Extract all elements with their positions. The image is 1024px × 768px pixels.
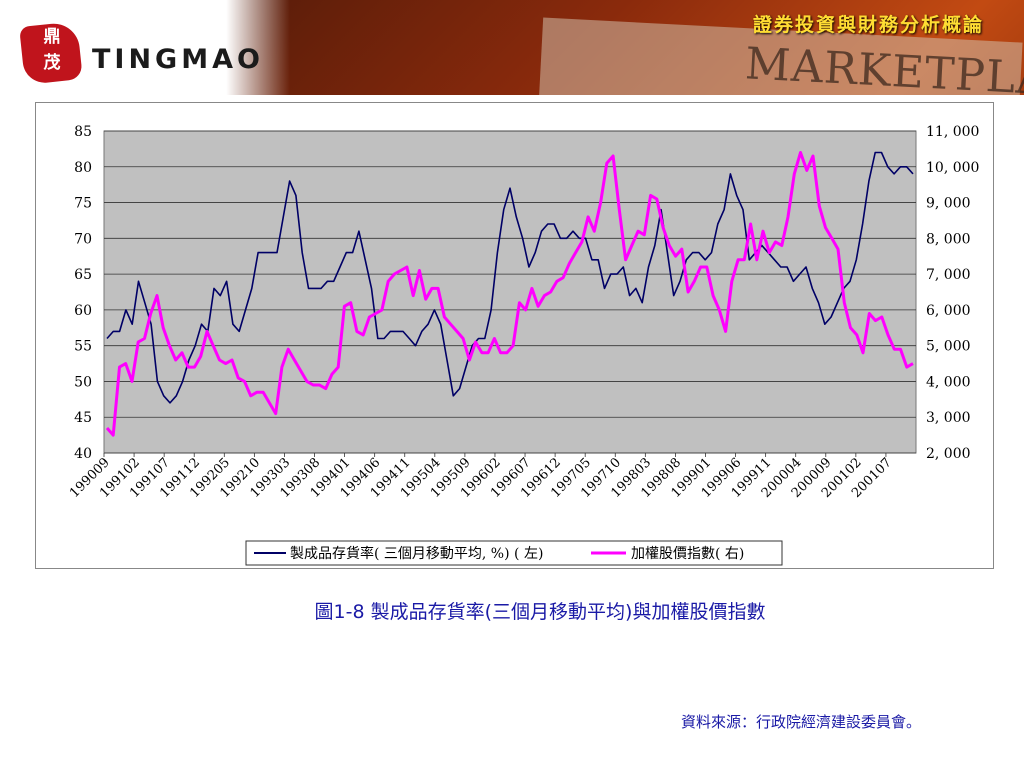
legend-label-2: 加權股價指數( 右) [631, 545, 744, 562]
left-tick-label: 60 [74, 303, 92, 319]
series-line-2 [105, 151, 914, 437]
left-tick-label: 45 [74, 410, 92, 426]
left-tick-label: 40 [74, 446, 92, 462]
series-layer [105, 151, 914, 437]
legend-label-1: 製成品存貨率( 三個月移動平均, %) ( 左) [290, 545, 543, 562]
left-tick-label: 80 [74, 160, 92, 176]
x-axis: 1990091991021991071991121992051992101993… [67, 453, 895, 501]
left-tick-label: 55 [74, 339, 92, 355]
left-tick-label: 70 [74, 231, 92, 247]
gridlines [104, 130, 916, 454]
left-tick-label: 85 [74, 124, 92, 140]
left-tick-label: 75 [74, 196, 92, 212]
right-tick-label: 9, 000 [926, 196, 971, 212]
left-axis: 85 80 75 70 65 60 55 50 45 40 [74, 124, 92, 462]
series-line-1 [106, 151, 914, 404]
right-tick-label: 11, 000 [926, 124, 979, 140]
plot-area [103, 130, 917, 454]
left-tick-label: 65 [74, 267, 92, 283]
figure-caption: 圖1-8 製成品存貨率(三個月移動平均)與加權股價指數 [314, 601, 766, 623]
right-tick-label: 6, 000 [926, 303, 971, 319]
right-tick-label: 3, 000 [926, 410, 971, 426]
line-chart: 85 80 75 70 65 60 55 50 45 40 11, 000 10, 000 9, 00… [67, 124, 979, 566]
right-tick-label: 4, 000 [926, 374, 971, 390]
source-note: 資料來源：行政院經濟建設委員會。 [680, 713, 921, 731]
legend: 製成品存貨率( 三個月移動平均, %) ( 左) 加權股價指數( 右) [245, 540, 783, 566]
right-tick-label: 5, 000 [926, 339, 971, 355]
right-axis: 11, 000 10, 000 9, 000 8, 000 7, 000 6, 000 5,… [926, 124, 979, 462]
chart-frame: 85 80 75 70 65 60 55 50 45 40 11, 000 10, 000 9, 00… [35, 102, 994, 569]
right-tick-label: 10, 000 [926, 160, 979, 176]
seal-text: 鼎茂 [43, 27, 61, 73]
right-tick-label: 2, 000 [926, 446, 971, 462]
brand-name: TINGMAO [92, 44, 264, 75]
left-tick-label: 50 [74, 374, 92, 390]
right-tick-label: 8, 000 [926, 231, 971, 247]
legend-box [245, 540, 783, 566]
right-tick-label: 7, 000 [926, 267, 971, 283]
slide-title: 證券投資與財務分析概論 [752, 14, 984, 36]
plot-background [103, 130, 917, 454]
